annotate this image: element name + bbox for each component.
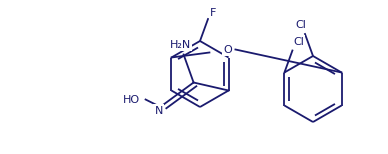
Text: Cl: Cl — [296, 20, 307, 30]
Text: Cl: Cl — [293, 36, 304, 47]
Text: N: N — [154, 105, 163, 116]
Text: HO: HO — [123, 95, 140, 105]
Text: H₂N: H₂N — [170, 39, 191, 49]
Text: F: F — [210, 8, 216, 18]
Text: O: O — [223, 45, 232, 55]
